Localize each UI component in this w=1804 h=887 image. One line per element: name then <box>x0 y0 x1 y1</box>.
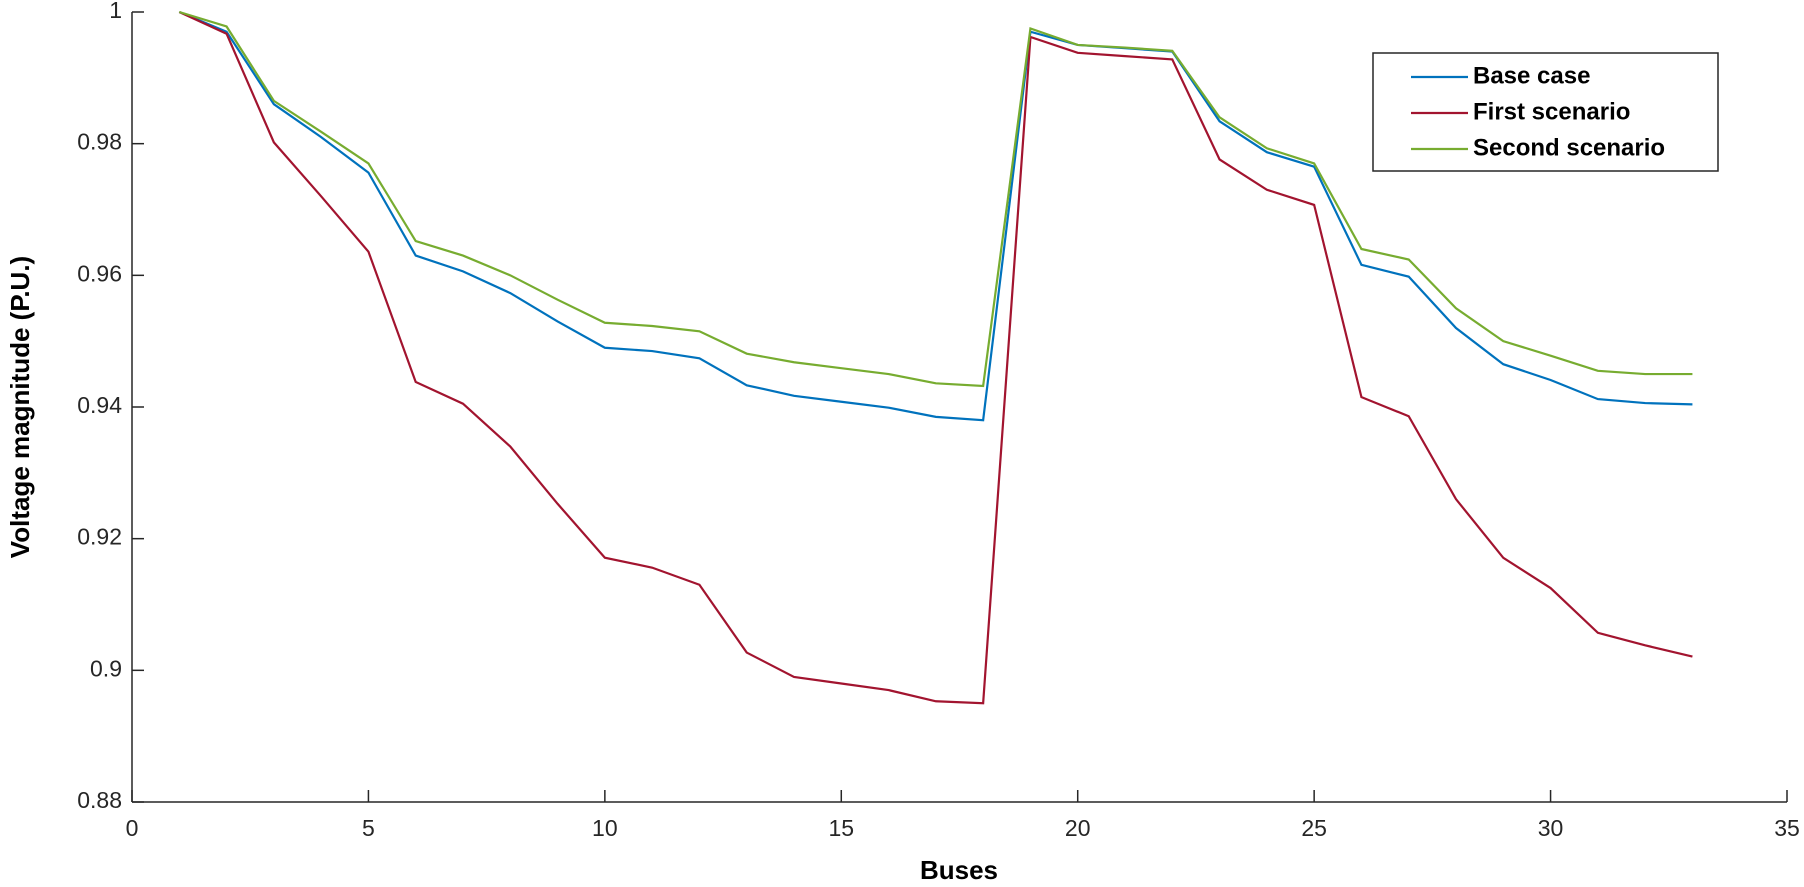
x-tick-label: 20 <box>1065 815 1091 841</box>
x-axis-label: Buses <box>920 855 998 885</box>
y-tick-label: 0.88 <box>77 787 122 813</box>
y-tick-label: 0.96 <box>77 260 122 286</box>
legend-label: Second scenario <box>1473 134 1665 161</box>
x-tick-label: 10 <box>592 815 618 841</box>
y-tick-label: 0.92 <box>77 524 122 550</box>
x-tick-label: 30 <box>1538 815 1564 841</box>
line-series <box>178 11 1693 705</box>
y-tick-label: 0.98 <box>77 129 122 155</box>
y-tick-label: 0.94 <box>77 392 122 418</box>
y-tick-label: 1 <box>109 0 122 23</box>
line-series <box>178 10 1693 422</box>
legend-label: First scenario <box>1473 98 1630 125</box>
y-tick-label: 0.9 <box>90 655 122 681</box>
legend-label: Base case <box>1473 62 1590 89</box>
y-axis-label: Voltage magnitude (P.U.) <box>5 256 35 558</box>
x-tick-label: 35 <box>1774 815 1800 841</box>
x-tick-label: 25 <box>1301 815 1327 841</box>
line-series <box>178 10 1693 388</box>
x-tick-label: 15 <box>828 815 854 841</box>
x-tick-label: 0 <box>126 815 139 841</box>
x-tick-label: 5 <box>362 815 375 841</box>
